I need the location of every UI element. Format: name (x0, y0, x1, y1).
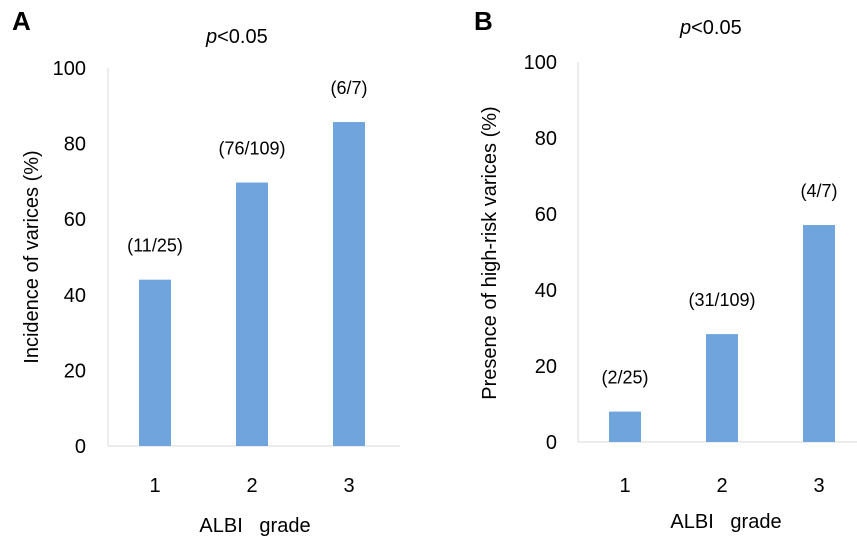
panel-a: A p<0.05 0 20 40 60 80 100 (11/25) (76/109) (6/… (12, 6, 400, 537)
panel-letter-a: A (12, 6, 31, 36)
data-labels-b: (2/25) (31/109) (4/7) (601, 181, 837, 388)
y-tick-label-a: 60 (64, 209, 86, 231)
panel-b: B p<0.05 0 20 40 60 80 100 (2/25) (31/109) (4/7… (474, 6, 857, 533)
p-value-rest-a: <0.05 (217, 26, 268, 48)
y-tick-label-a: 20 (64, 360, 86, 382)
x-axis-title-b: ALBI grade (670, 511, 781, 533)
bar-a-2 (236, 182, 268, 446)
bars-b (609, 225, 835, 442)
x-tick-labels-a: 1 2 3 (149, 475, 354, 497)
bar-a-3 (333, 122, 365, 446)
y-tick-label-b: 60 (535, 204, 557, 226)
panel-letter-b: B (474, 6, 493, 36)
y-tick-labels-a: 0 20 40 60 80 100 (53, 58, 86, 458)
data-label-a-3: (6/7) (330, 78, 367, 98)
data-label-b-3: (4/7) (800, 181, 837, 201)
x-tick-labels-b: 1 2 3 (619, 475, 824, 497)
data-label-b-2: (31/109) (688, 290, 755, 310)
data-labels-a: (11/25) (76/109) (6/7) (127, 78, 367, 256)
bar-a-1 (139, 279, 171, 446)
p-value-rest-b: <0.05 (691, 17, 742, 39)
y-tick-label-b: 40 (535, 280, 557, 302)
y-tick-label-a: 40 (64, 285, 86, 307)
x-tick-label-a: 1 (149, 475, 160, 497)
y-tick-label-a: 100 (53, 58, 86, 80)
bars-a (139, 122, 365, 446)
y-tick-label-b: 80 (535, 128, 557, 150)
x-tick-label-b: 1 (619, 475, 630, 497)
y-tick-labels-b: 0 20 40 60 80 100 (524, 52, 557, 454)
y-tick-label-b: 100 (524, 52, 557, 74)
y-axis-title-b: Presence of high-risk varices (%) (479, 106, 501, 399)
data-label-a-1: (11/25) (127, 236, 183, 256)
p-value-annotation-b: p<0.05 (679, 17, 742, 39)
y-axis-title-a: Incidence of varices (%) (21, 150, 43, 363)
y-tick-label-a: 0 (75, 436, 86, 458)
bar-b-2 (706, 334, 738, 442)
x-tick-label-b: 3 (813, 475, 824, 497)
bar-b-1 (609, 411, 641, 442)
y-tick-label-b: 20 (535, 356, 557, 378)
p-value-italic-a: p (205, 26, 217, 48)
x-axis-title-a: ALBI grade (199, 515, 310, 537)
p-value-italic-b: p (679, 17, 691, 39)
x-tick-label-a: 2 (246, 475, 257, 497)
p-value-annotation-a: p<0.05 (205, 26, 268, 48)
y-tick-label-a: 80 (64, 134, 86, 156)
x-tick-label-a: 3 (343, 475, 354, 497)
y-tick-label-b: 0 (546, 432, 557, 454)
bar-b-3 (803, 225, 835, 442)
data-label-b-1: (2/25) (601, 368, 648, 388)
data-label-a-2: (76/109) (218, 139, 285, 159)
x-tick-label-b: 2 (716, 475, 727, 497)
